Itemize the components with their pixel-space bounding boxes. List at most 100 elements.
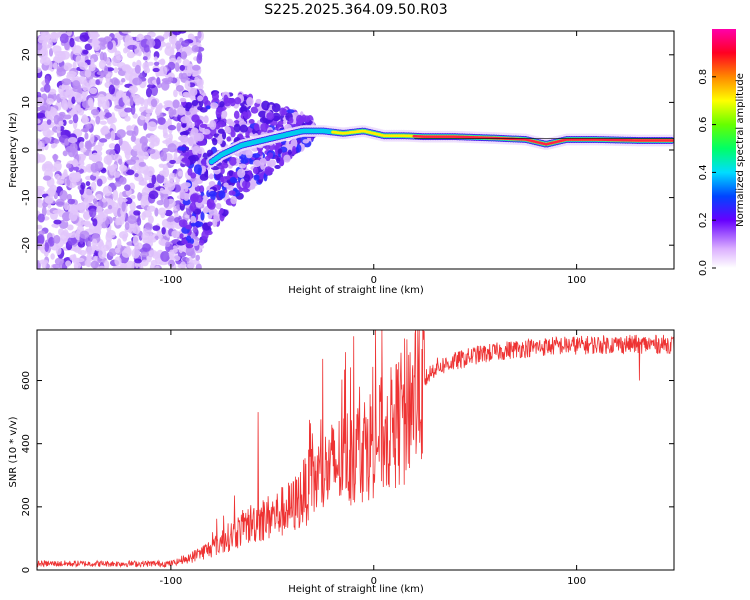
spectrogram-noise-blob [144, 230, 153, 237]
spectrogram-transition-blob [287, 149, 292, 155]
spectrogram-noise-blob [184, 80, 191, 90]
spectrogram-noise-blob [84, 69, 92, 78]
spectrogram-transition-blob [276, 157, 281, 164]
spectrogram-transition-blob [245, 149, 253, 159]
spectrogram-transition-blob [200, 158, 207, 166]
spectrogram-noise-blob [79, 32, 90, 42]
spectrogram-noise-blob [134, 173, 139, 178]
spectrogram-noise-blob [125, 169, 135, 176]
spectrogram-noise-blob [106, 229, 116, 239]
spectrogram-noise-blob [175, 84, 184, 92]
spectrogram-noise-blob [58, 228, 65, 236]
spectrogram-noise-blob [76, 136, 85, 143]
spectrogram-noise-blob [63, 62, 72, 71]
spectrogram-transition-blob [187, 136, 194, 147]
spectrogram-transition-blob [185, 158, 191, 167]
spectrogram-noise-blob [143, 66, 151, 74]
spectrogram-transition-blob [218, 165, 225, 170]
spectrogram-noise-blob [59, 33, 69, 44]
spectrogram-transition-blob [207, 198, 215, 209]
spectrogram-xtick-label: 0 [371, 275, 377, 286]
spectrogram-transition-blob [242, 111, 247, 117]
spectrogram-noise-blob [68, 210, 78, 222]
spectrogram-transition-blob [208, 180, 216, 187]
spectrogram-transition-blob [274, 164, 281, 170]
spectrogram-noise-blob [104, 112, 112, 119]
spectrogram-noise-blob [113, 152, 120, 163]
spectrogram-noise-blob [52, 62, 58, 70]
spectrogram-noise-blob [105, 239, 112, 250]
spectrogram-noise-blob [37, 243, 45, 251]
spectrogram-noise-blob [195, 254, 201, 261]
spectrogram-noise-blob [61, 211, 72, 222]
snr-ytick-label: 200 [21, 497, 32, 516]
spectrogram-noise-blob [105, 73, 111, 84]
spectrogram-transition-blob [190, 222, 196, 227]
spectrogram-transition-blob [199, 185, 205, 194]
spectrogram-noise-blob [74, 257, 85, 263]
colorbar-tick-label: 0.2 [698, 212, 709, 228]
spectrogram-noise-blob [152, 225, 161, 231]
spectrogram-transition-blob [215, 107, 222, 118]
spectrogram-noise-blob [169, 159, 176, 164]
spectrogram-noise-blob [84, 132, 89, 140]
spectrogram-noise-blob [151, 174, 157, 185]
spectrogram-noise-blob [122, 233, 128, 242]
spectrogram-noise-blob [126, 125, 133, 131]
spectrogram-noise-blob [82, 49, 89, 55]
spectrogram-noise-blob [93, 144, 103, 153]
spectrogram-noise-blob [138, 161, 147, 167]
spectrogram-ytick-label: -10 [21, 189, 32, 205]
spectrogram-noise-blob [37, 213, 45, 223]
spectrogram-transition-blob [217, 134, 223, 145]
spectrogram-noise-blob [157, 117, 166, 125]
spectrogram-noise-blob [140, 115, 146, 121]
spectrogram-noise-blob [83, 220, 88, 226]
spectrogram-noise-blob [162, 132, 169, 139]
spectrogram-transition-blob [223, 182, 229, 188]
spectrogram-transition-blob [253, 123, 260, 131]
spectrogram-noise-blob [149, 263, 155, 269]
spectrogram-noise-blob [112, 189, 119, 201]
spectrogram-transition-blob [189, 202, 197, 212]
spectrogram-noise-blob [61, 78, 72, 86]
spectrogram-noise-blob [55, 246, 62, 256]
spectrogram-noise-blob [168, 249, 175, 259]
spectrogram-transition-blob [253, 174, 260, 181]
spectrogram-noise-blob [121, 31, 132, 34]
spectrogram-noise-blob [77, 107, 85, 116]
spectrogram-noise-blob [37, 195, 42, 204]
spectrogram-noise-blob [164, 120, 169, 130]
spectrogram-noise-blob [179, 64, 186, 71]
spectrogram-transition-blob [191, 99, 199, 107]
spectrogram-noise-blob [124, 184, 131, 191]
spectrogram-noise-blob [107, 116, 118, 124]
spectrogram-noise-blob [119, 262, 127, 269]
snr-ylabel: SNR (10 * v/v) [8, 416, 19, 487]
snr-xtick-label: 100 [567, 576, 586, 587]
spectrogram-noise-blob [163, 197, 170, 209]
spectrogram-noise-blob [142, 56, 148, 61]
spectrogram-noise-blob [89, 87, 98, 95]
spectrogram-noise-blob [124, 70, 133, 81]
spectrogram-transition-blob [197, 167, 202, 176]
spectrogram-noise-blob [44, 110, 50, 118]
spectrogram-noise-blob [72, 158, 79, 168]
spectrogram-noise-blob [69, 254, 76, 261]
spectrogram-noise-blob [126, 159, 137, 165]
spectrogram-transition-blob [179, 233, 184, 239]
spectrogram-noise-blob [96, 178, 103, 187]
spectrogram-noise-blob [85, 246, 95, 256]
spectrogram-noise-blob [98, 59, 107, 70]
spectrogram-noise-blob [87, 38, 93, 43]
colorbar-tick-label: 0.4 [698, 164, 709, 180]
spectrogram-noise-blob [95, 115, 101, 125]
spectrogram-noise-blob [132, 234, 139, 246]
spectrogram-transition-blob [202, 128, 211, 135]
spectrogram-noise-blob [118, 191, 123, 203]
spectrogram-transition-blob [190, 127, 199, 136]
spectrogram-noise-blob [152, 67, 160, 73]
spectrogram-transition-blob [186, 243, 194, 249]
spectrogram-noise-blob [53, 114, 61, 125]
